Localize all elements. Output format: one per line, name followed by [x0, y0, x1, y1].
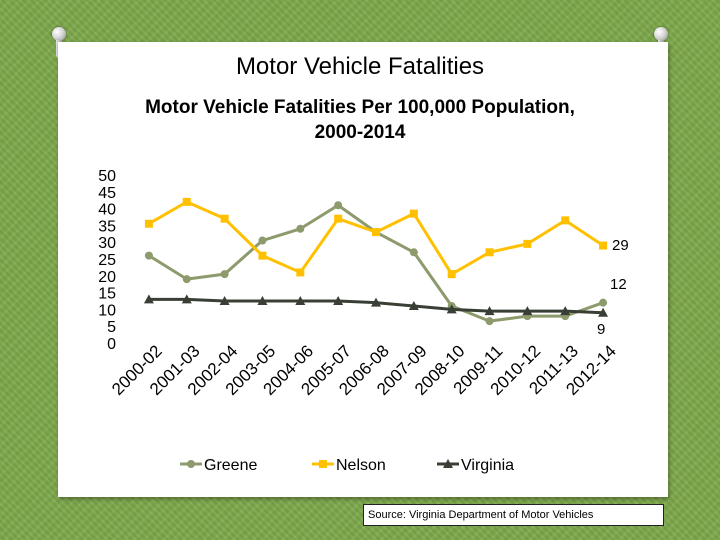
- data-point-nelson: [372, 228, 380, 237]
- y-tick-label: 30: [98, 235, 116, 252]
- data-point-virginia: [333, 296, 344, 305]
- legend-label-virginia: Virginia: [461, 457, 514, 474]
- data-point-nelson: [599, 241, 608, 250]
- data-point-greene: [296, 224, 305, 233]
- data-point-virginia: [446, 304, 457, 314]
- data-label-greene: 12: [610, 276, 627, 293]
- data-point-virginia: [484, 306, 495, 316]
- legend-label-nelson: Nelson: [336, 457, 386, 474]
- data-point-greene: [182, 275, 191, 284]
- data-point-greene: [220, 270, 229, 279]
- data-label-virginia: 9: [597, 321, 605, 338]
- data-point-virginia: [522, 306, 533, 316]
- data-point-nelson: [409, 209, 418, 218]
- data-point-greene: [409, 248, 418, 257]
- y-tick-label: 20: [98, 269, 116, 286]
- y-tick-label: 35: [98, 218, 116, 235]
- data-point-virginia: [219, 296, 230, 305]
- data-point-nelson: [220, 214, 229, 223]
- y-tick-label: 25: [98, 252, 116, 269]
- data-point-nelson: [144, 219, 153, 228]
- data-point-nelson: [523, 239, 532, 248]
- slide-panel: [58, 42, 668, 497]
- data-point-nelson: [296, 268, 305, 277]
- data-label-nelson: 29: [612, 237, 629, 254]
- data-point-greene: [258, 236, 267, 245]
- y-tick-label: 50: [98, 168, 116, 185]
- data-point-virginia: [560, 306, 571, 316]
- legend-label-greene: Greene: [204, 457, 257, 474]
- chart-title-line-2: 2000-2014: [314, 122, 406, 143]
- data-point-virginia: [257, 296, 268, 305]
- data-point-nelson: [485, 248, 494, 257]
- data-point-virginia: [295, 296, 306, 305]
- y-tick-label: 5: [107, 319, 116, 336]
- data-point-virginia: [371, 297, 381, 307]
- data-point-greene: [144, 251, 153, 260]
- slide-title: Motor Vehicle Fatalities: [235, 53, 485, 80]
- data-point-greene: [334, 201, 343, 210]
- source-note: Source: Virginia Department of Motor Veh…: [363, 504, 664, 526]
- data-point-greene: [599, 298, 608, 307]
- data-point-greene: [485, 317, 494, 326]
- series-line-nelson: [148, 200, 604, 276]
- y-tick-label: 10: [98, 302, 116, 319]
- legend-marker-virginia: [443, 459, 453, 468]
- data-point-nelson: [258, 251, 267, 260]
- legend-marker-nelson: [319, 460, 327, 468]
- data-point-nelson: [182, 197, 191, 206]
- data-point-virginia: [143, 294, 154, 304]
- data-point-virginia: [598, 307, 609, 317]
- data-point-virginia: [408, 301, 419, 311]
- y-tick-label: 0: [107, 336, 116, 353]
- y-tick-label: 15: [98, 286, 116, 303]
- data-point-nelson: [447, 270, 456, 279]
- legend-marker-greene: [187, 460, 195, 468]
- chart-title: Motor Vehicle Fatalities Per 100,000 Pop…: [60, 95, 660, 145]
- data-point-nelson: [334, 214, 343, 223]
- chart-title-line-1: Motor Vehicle Fatalities Per 100,000 Pop…: [145, 97, 575, 118]
- data-point-nelson: [561, 216, 570, 225]
- y-tick-label: 45: [98, 185, 116, 202]
- y-tick-label: 40: [98, 202, 116, 219]
- data-point-virginia: [181, 294, 192, 304]
